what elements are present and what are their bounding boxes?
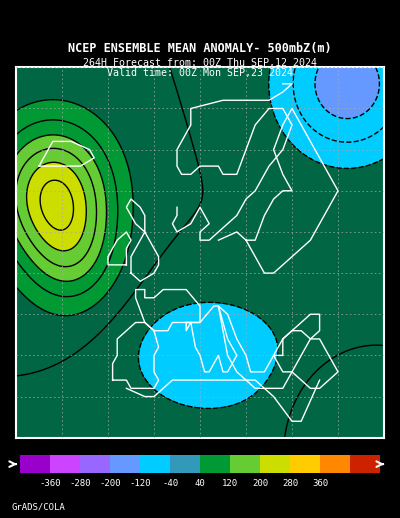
Bar [260,455,290,473]
Bar [290,455,320,473]
Bar [110,455,140,473]
Bar [80,455,110,473]
Text: -280: -280 [69,479,91,488]
Text: GrADS/COLA: GrADS/COLA [12,502,66,511]
Text: -200: -200 [99,479,121,488]
Text: 360: 360 [312,479,328,488]
Text: Valid time: 00Z Mon SEP,23 2024: Valid time: 00Z Mon SEP,23 2024 [107,67,293,78]
Bar [200,455,230,473]
Text: 280: 280 [282,479,298,488]
Text: NCEP ENSEMBLE MEAN ANOMALY- 500mbZ(m): NCEP ENSEMBLE MEAN ANOMALY- 500mbZ(m) [68,42,332,55]
Text: 200: 200 [252,479,268,488]
Bar [50,455,80,473]
Bar [350,455,380,473]
Bar [230,455,260,473]
Text: -360: -360 [39,479,61,488]
Bar [140,455,170,473]
Bar [320,455,350,473]
Text: 40: 40 [195,479,205,488]
Text: 264H Forecast from: 00Z Thu SEP,12 2024: 264H Forecast from: 00Z Thu SEP,12 2024 [83,57,317,68]
Bar [170,455,200,473]
Text: 120: 120 [222,479,238,488]
Bar [20,455,50,473]
Text: -40: -40 [162,479,178,488]
Text: -120: -120 [129,479,151,488]
